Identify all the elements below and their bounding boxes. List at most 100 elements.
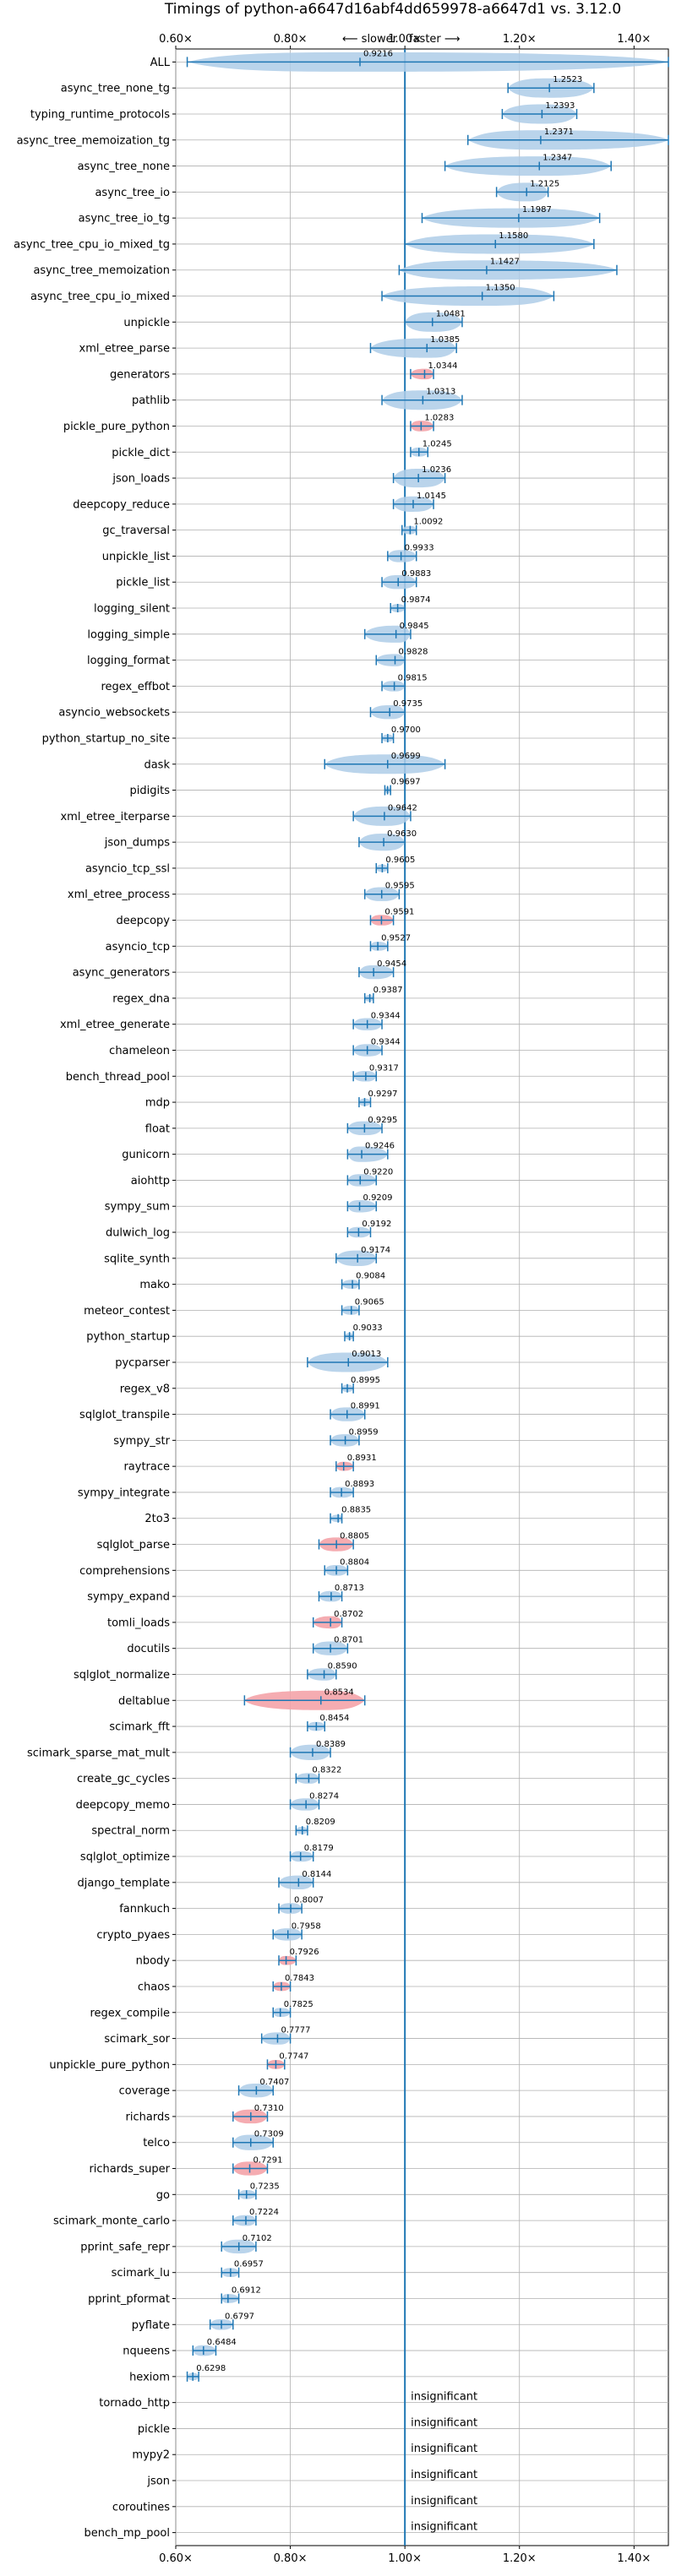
y-tick-label: tornado_http bbox=[99, 2397, 170, 2410]
y-tick-label: pidigits bbox=[130, 785, 171, 797]
x-tick-label-bottom: 1.00× bbox=[388, 2552, 422, 2565]
violin-value-label: 0.9735 bbox=[393, 699, 422, 709]
violin-value-label: 1.1987 bbox=[522, 205, 552, 215]
violin-value-label: 0.7407 bbox=[259, 2078, 289, 2087]
y-tick-label: sqlite_synth bbox=[104, 1253, 170, 1265]
violin-value-label: 1.2347 bbox=[542, 154, 572, 163]
chart-title: Timings of python-a6647d16abf4dd659978-a… bbox=[164, 1, 621, 18]
violin-value-label: 0.8991 bbox=[351, 1402, 380, 1411]
violin-value-label: 0.7310 bbox=[254, 2104, 284, 2113]
violin-value-label: 0.6298 bbox=[196, 2364, 226, 2373]
violin-value-label: 0.7102 bbox=[243, 2234, 272, 2243]
y-tick-label: json bbox=[146, 2475, 170, 2488]
y-tick-label: spectral_norm bbox=[91, 1825, 170, 1838]
y-tick-label: sqlglot_parse bbox=[97, 1539, 170, 1552]
violin-value-label: 0.6912 bbox=[232, 2285, 261, 2295]
x-tick-label-bottom: 1.20× bbox=[503, 2552, 537, 2565]
y-tick-label: go bbox=[156, 2189, 170, 2202]
violin-value-label: 1.0236 bbox=[422, 465, 451, 475]
y-tick-label: mypy2 bbox=[132, 2449, 170, 2462]
y-tick-label: asyncio_tcp_ssl bbox=[85, 862, 170, 875]
y-tick-label: dask bbox=[144, 758, 170, 771]
insignificant-label: insignificant bbox=[411, 2391, 477, 2404]
violin-value-label: 0.8534 bbox=[324, 1687, 354, 1697]
y-tick-label: scimark_lu bbox=[112, 2267, 170, 2280]
y-tick-label: sqlglot_normalize bbox=[74, 1669, 170, 1682]
y-tick-label: scimark_sor bbox=[104, 2033, 170, 2046]
violin-value-label: 0.9065 bbox=[355, 1297, 384, 1307]
violin-value-label: 0.8893 bbox=[345, 1480, 374, 1489]
violin-value-label: 1.0481 bbox=[436, 309, 466, 318]
y-tick-label: python_startup bbox=[86, 1331, 170, 1344]
violin-value-label: 0.9220 bbox=[363, 1167, 393, 1177]
y-tick-label: regex_effbot bbox=[101, 681, 170, 693]
y-tick-label: deltablue bbox=[118, 1695, 170, 1708]
y-tick-label: pickle_pure_python bbox=[63, 421, 170, 433]
y-tick-label: django_template bbox=[78, 1877, 170, 1889]
y-tick-label: async_tree_memoization_tg bbox=[17, 134, 170, 147]
violin-value-label: 0.9700 bbox=[391, 726, 421, 735]
violin-value-label: 1.2125 bbox=[530, 179, 559, 188]
violin-value-label: 0.9084 bbox=[356, 1272, 385, 1281]
x-tick-label-top: 0.80× bbox=[274, 33, 308, 46]
y-tick-label: tomli_loads bbox=[107, 1617, 170, 1629]
violin-value-label: 0.8389 bbox=[316, 1740, 346, 1749]
y-tick-label: deepcopy_reduce bbox=[73, 498, 170, 511]
violin-value-label: 0.7235 bbox=[250, 2182, 280, 2191]
label-layer: 0.9216 1.2523 1.2393 1.2371 1.2347 1.2125 1.19… bbox=[196, 49, 582, 2533]
y-tick-label: asyncio_websockets bbox=[58, 707, 170, 720]
y-tick-label: 2to3 bbox=[144, 1513, 170, 1525]
y-tick-label: pickle_dict bbox=[112, 447, 170, 459]
y-tick-label: crypto_pyaes bbox=[96, 1929, 170, 1942]
y-tick-label: pyflate bbox=[132, 2319, 170, 2332]
y-tick-label: xml_etree_generate bbox=[60, 1019, 170, 1031]
insignificant-label: insignificant bbox=[411, 2443, 477, 2455]
violin-value-label: 1.1350 bbox=[486, 284, 515, 293]
y-tick-label: logging_silent bbox=[94, 603, 170, 616]
y-tick-label: scimark_sparse_mat_mult bbox=[27, 1747, 170, 1759]
violin-value-label: 0.7958 bbox=[292, 1921, 321, 1931]
violin-value-label: 0.8804 bbox=[340, 1557, 369, 1567]
y-tick-label: sympy_str bbox=[113, 1435, 170, 1448]
violin-value-label: 0.8144 bbox=[302, 1870, 331, 1879]
violin-value-label: 0.8274 bbox=[309, 1791, 339, 1801]
violin-value-label: 1.0344 bbox=[428, 361, 457, 371]
y-tick-label: async_tree_none bbox=[78, 160, 170, 173]
violin-value-label: 1.2393 bbox=[545, 101, 575, 111]
violin-value-label: 0.7309 bbox=[254, 2130, 284, 2139]
y-tick-label: bench_thread_pool bbox=[66, 1071, 170, 1084]
x-tick-label-top: 1.40× bbox=[617, 33, 651, 46]
violin-value-label: 1.0283 bbox=[424, 413, 454, 422]
y-tick-label: pprint_pformat bbox=[88, 2293, 170, 2306]
violin-value-label: 0.9174 bbox=[361, 1246, 390, 1255]
x-tick-label-bottom: 0.60× bbox=[159, 2552, 193, 2565]
y-tick-label: chaos bbox=[138, 1981, 170, 1993]
y-tick-label: async_tree_none_tg bbox=[61, 83, 170, 95]
violin-value-label: 0.9699 bbox=[391, 752, 421, 761]
y-tick-label: generators bbox=[110, 368, 170, 381]
y-tick-label: nqueens bbox=[123, 2345, 170, 2358]
y-tick-label: scimark_fft bbox=[109, 1721, 170, 1734]
y-tick-label: logging_format bbox=[87, 655, 170, 667]
y-tick-label: xml_etree_iterparse bbox=[60, 811, 170, 823]
y-tick-label: comprehensions bbox=[79, 1565, 170, 1578]
violin-value-label: 0.7291 bbox=[254, 2156, 283, 2166]
y-tick-label: xml_etree_parse bbox=[79, 343, 170, 356]
violin-value-label: 0.9815 bbox=[398, 673, 428, 682]
violin-value-label: 0.8454 bbox=[319, 1714, 349, 1723]
y-tick-label: sqlglot_transpile bbox=[79, 1409, 170, 1421]
y-tick-label: coverage bbox=[119, 2085, 170, 2098]
violin-value-label: 0.8702 bbox=[334, 1610, 363, 1619]
y-tick-label: pickle_list bbox=[116, 577, 170, 590]
violin-value-label: 1.0092 bbox=[413, 518, 443, 527]
violin-value-label: 0.7777 bbox=[281, 2026, 310, 2035]
violin-layer bbox=[186, 49, 669, 2546]
x-tick-label-bottom: 1.40× bbox=[617, 2552, 651, 2565]
y-tick-label: hexiom bbox=[129, 2371, 170, 2383]
violin-value-label: 0.8701 bbox=[334, 1636, 363, 1645]
y-tick-label: sympy_sum bbox=[105, 1201, 170, 1214]
y-tick-label: sqlglot_optimize bbox=[80, 1851, 170, 1864]
y-tick-label: async_tree_cpu_io_mixed bbox=[30, 291, 170, 303]
y-tick-label: async_tree_io bbox=[95, 187, 170, 199]
y-tick-label: gunicorn bbox=[122, 1149, 170, 1161]
